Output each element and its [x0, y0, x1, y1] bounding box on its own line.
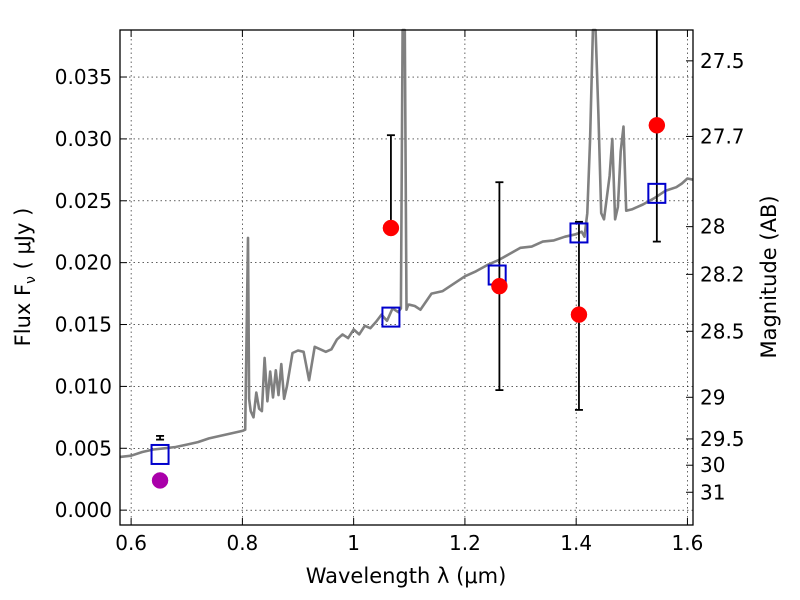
- model-point: [150, 443, 170, 465]
- sed-model: [119, 28, 694, 459]
- x-axis-label: Wavelength λ (μm): [306, 564, 507, 588]
- y2-tick-label: 29.5: [700, 427, 745, 451]
- observed-point: [151, 472, 169, 489]
- y-tick-label: 0.005: [55, 436, 112, 460]
- observed-point: [570, 306, 588, 323]
- y-axis-label: Flux Fν ( μJy ): [11, 208, 39, 347]
- observed-point: [382, 219, 400, 237]
- x-tick-label: 0.8: [226, 531, 258, 555]
- y-tick-label: 0.020: [55, 251, 112, 275]
- y-tick-label: 0.025: [55, 189, 112, 213]
- y2-tick-label: 29: [700, 385, 725, 409]
- x-tick-label: 1: [347, 531, 360, 555]
- y2-tick-label: 27.5: [700, 49, 745, 73]
- x-tick-label: 1.4: [560, 531, 592, 555]
- observed-point: [491, 277, 508, 295]
- y-tick-label: 0.000: [55, 498, 112, 522]
- observed-photometry: [151, 117, 666, 489]
- x-tick-label: 0.6: [115, 531, 147, 555]
- y-tick-label: 0.030: [55, 127, 112, 151]
- plot-frame: [119, 29, 694, 526]
- y-axis-label-unit: ( μJy ): [11, 208, 35, 276]
- y-tick-label: 0.035: [55, 65, 112, 89]
- y2-tick-label: 27.7: [700, 124, 745, 148]
- y2-tick-label: 28: [700, 215, 725, 239]
- y2-tick-label: 28.5: [700, 319, 745, 343]
- grid: [120, 30, 693, 525]
- x-tick-label: 1.6: [672, 531, 704, 555]
- y-tick-label: 0.010: [55, 374, 112, 398]
- model-point: [381, 306, 401, 328]
- y2-tick-label: 30: [700, 453, 725, 477]
- y-tick-label: 0.015: [55, 313, 112, 337]
- model-point: [647, 182, 667, 204]
- x-tick-label: 1.2: [449, 531, 481, 555]
- y-axis-label-main: Flux F: [11, 284, 35, 346]
- sed-line: [119, 28, 694, 459]
- y2-tick-label: 28.2: [700, 262, 745, 286]
- y2-axis-label: Magnitude (AB): [757, 195, 781, 358]
- model-point: [569, 222, 589, 244]
- observed-point: [648, 117, 666, 134]
- model-photometry: [150, 182, 667, 465]
- y-axis-label-subscript: ν: [23, 276, 39, 284]
- axis-ticks: 0.6 0.8 1 1.2 1.4 1.6 0.000 0.005 0.010 0.015 0.02…: [55, 30, 745, 555]
- y2-tick-label: 31: [700, 480, 725, 504]
